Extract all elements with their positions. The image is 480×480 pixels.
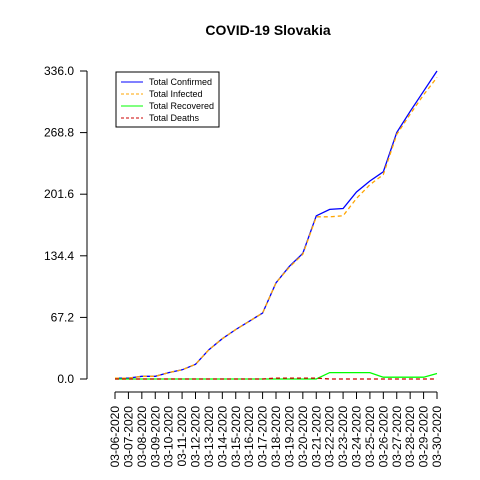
x-tick-label: 03-07-2020 <box>121 406 135 468</box>
x-tick-label: 03-08-2020 <box>135 406 149 468</box>
y-tick-label: 268.8 <box>44 126 74 140</box>
x-tick-label: 03-26-2020 <box>376 406 390 468</box>
legend-label: Total Deaths <box>149 113 200 123</box>
x-tick-label: 03-30-2020 <box>430 406 444 468</box>
series-line-total-infected <box>115 77 438 379</box>
series-line-total-confirmed <box>115 70 438 379</box>
x-tick-label: 03-19-2020 <box>282 406 296 468</box>
y-tick-label: 0.0 <box>57 372 74 386</box>
x-tick-label: 03-21-2020 <box>309 406 323 468</box>
x-tick-label: 03-24-2020 <box>350 406 364 468</box>
x-tick-label: 03-23-2020 <box>336 406 350 468</box>
y-tick-label: 67.2 <box>51 310 75 324</box>
legend-label: Total Infected <box>149 89 203 99</box>
x-tick-label: 03-17-2020 <box>256 406 270 468</box>
series-lines <box>115 70 438 380</box>
y-tick-label: 134.4 <box>44 249 74 263</box>
x-ticks: 03-06-2020 03-07-2020 03-08-2020 03-09-2020… <box>108 392 444 467</box>
x-tick-label: 03-11-2020 <box>175 406 189 467</box>
y-tick-label: 201.6 <box>44 187 74 201</box>
x-tick-label: 03-25-2020 <box>363 406 377 468</box>
x-tick-label: 03-27-2020 <box>390 406 404 468</box>
x-tick-label: 03-18-2020 <box>269 406 283 468</box>
x-tick-label: 03-22-2020 <box>323 406 337 468</box>
series-line-total-recovered <box>115 371 438 380</box>
x-tick-label: 03-28-2020 <box>403 406 417 468</box>
x-tick-label: 03-16-2020 <box>242 406 256 468</box>
y-tick-label: 336.0 <box>44 64 74 78</box>
x-tick-label: 03-06-2020 <box>108 406 122 468</box>
x-tick-label: 03-10-2020 <box>162 406 176 468</box>
x-tick-label: 03-09-2020 <box>148 406 162 468</box>
legend-label: Total Recovered <box>149 101 214 111</box>
chart-title: COVID-19 Slovakia <box>205 22 330 38</box>
legend-label: Total Confirmed <box>149 77 212 87</box>
series-line-total-deaths <box>115 377 437 380</box>
x-tick-label: 03-12-2020 <box>189 406 203 468</box>
x-tick-label: 03-13-2020 <box>202 406 216 468</box>
y-ticks: 0.0 67.2 134.4 201.6 268.8 336.0 <box>44 64 87 386</box>
x-tick-label: 03-15-2020 <box>229 406 243 468</box>
x-tick-label: 03-14-2020 <box>215 406 229 468</box>
x-tick-label: 03-20-2020 <box>296 406 310 468</box>
legend: Total Confirmed Total Infected Total Recov… <box>115 71 220 128</box>
x-tick-label: 03-29-2020 <box>417 406 431 468</box>
